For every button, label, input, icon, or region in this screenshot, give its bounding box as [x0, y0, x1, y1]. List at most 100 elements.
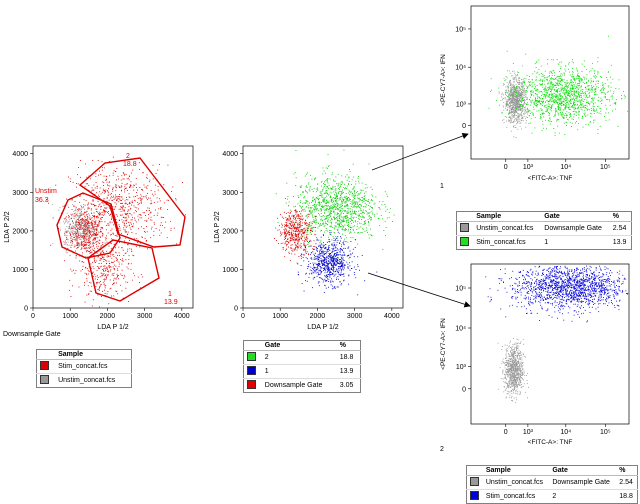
event-dot: [313, 197, 314, 198]
gate-unstim-label: Unstim: [35, 188, 57, 195]
event-dot: [371, 217, 372, 218]
event-dot: [292, 251, 293, 252]
event-dot: [331, 189, 332, 190]
event-dot: [295, 172, 296, 173]
event-dot: [311, 257, 312, 258]
event-dot: [359, 270, 360, 271]
event-dot: [337, 218, 338, 219]
event-dot: [107, 197, 108, 198]
event-dot: [101, 206, 102, 207]
event-dot: [509, 112, 510, 113]
event-dot: [91, 212, 92, 213]
gate-1-polygon[interactable]: [88, 240, 159, 301]
event-dot: [323, 207, 324, 208]
event-dot: [352, 194, 353, 195]
event-dot: [515, 100, 516, 101]
event-dot: [342, 183, 343, 184]
event-dot: [323, 270, 324, 271]
event-dot: [123, 278, 124, 279]
event-dot: [99, 220, 100, 221]
event-dot: [514, 78, 515, 79]
event-dot: [80, 236, 81, 237]
event-dot: [520, 122, 521, 123]
event-dot: [152, 227, 153, 228]
event-dot: [102, 291, 103, 292]
event-dot: [516, 110, 517, 111]
event-dot: [136, 178, 137, 179]
event-dot: [284, 226, 285, 227]
event-dot: [94, 233, 95, 234]
event-dot: [83, 246, 84, 247]
event-dot: [65, 222, 66, 223]
event-dot: [339, 215, 340, 216]
event-dot: [346, 215, 347, 216]
event-dot: [362, 202, 363, 203]
event-dot: [70, 237, 71, 238]
event-dot: [296, 239, 297, 240]
event-dot: [336, 217, 337, 218]
event-dot: [104, 259, 105, 260]
event-dot: [293, 233, 294, 234]
event-dot: [321, 255, 322, 256]
plot2-dots: [274, 150, 394, 296]
event-dot: [510, 106, 511, 107]
event-dot: [321, 267, 322, 268]
event-dot: [335, 256, 336, 257]
event-dot: [312, 231, 313, 232]
event-dot: [87, 242, 88, 243]
event-dot: [352, 210, 353, 211]
event-dot: [113, 266, 114, 267]
event-dot: [342, 234, 343, 235]
event-dot: [312, 210, 313, 211]
event-dot: [147, 174, 148, 175]
event-dot: [344, 229, 345, 230]
event-dot: [349, 262, 350, 263]
event-dot: [101, 217, 102, 218]
event-dot: [75, 209, 76, 210]
event-dot: [75, 231, 76, 232]
event-dot: [307, 215, 308, 216]
event-dot: [370, 212, 371, 213]
event-dot: [522, 108, 523, 109]
event-dot: [382, 218, 383, 219]
event-dot: [379, 218, 380, 219]
event-dot: [81, 249, 82, 250]
event-dot: [318, 223, 319, 224]
event-dot: [339, 274, 340, 275]
event-dot: [290, 247, 291, 248]
event-dot: [115, 206, 116, 207]
event-dot: [86, 229, 87, 230]
event-dot: [83, 233, 84, 234]
event-dot: [303, 243, 304, 244]
event-dot: [125, 207, 126, 208]
event-dot: [85, 248, 86, 249]
event-dot: [285, 236, 286, 237]
event-dot: [374, 204, 375, 205]
event-dot: [319, 205, 320, 206]
event-dot: [71, 227, 72, 228]
event-dot: [339, 207, 340, 208]
event-dot: [88, 185, 89, 186]
event-dot: [113, 173, 114, 174]
event-dot: [333, 201, 334, 202]
event-dot: [74, 226, 75, 227]
event-dot: [119, 262, 120, 263]
event-dot: [119, 266, 120, 267]
event-dot: [324, 245, 325, 246]
event-dot: [363, 206, 364, 207]
event-dot: [292, 236, 293, 237]
event-dot: [339, 267, 340, 268]
event-dot: [112, 200, 113, 201]
event-dot: [352, 220, 353, 221]
event-dot: [306, 206, 307, 207]
event-dot: [285, 228, 286, 229]
event-dot: [363, 229, 364, 230]
event-dot: [75, 214, 76, 215]
event-dot: [345, 225, 346, 226]
event-dot: [325, 209, 326, 210]
event-dot: [107, 269, 108, 270]
event-dot: [101, 263, 102, 264]
event-dot: [304, 211, 305, 212]
event-dot: [149, 208, 150, 209]
event-dot: [164, 202, 165, 203]
